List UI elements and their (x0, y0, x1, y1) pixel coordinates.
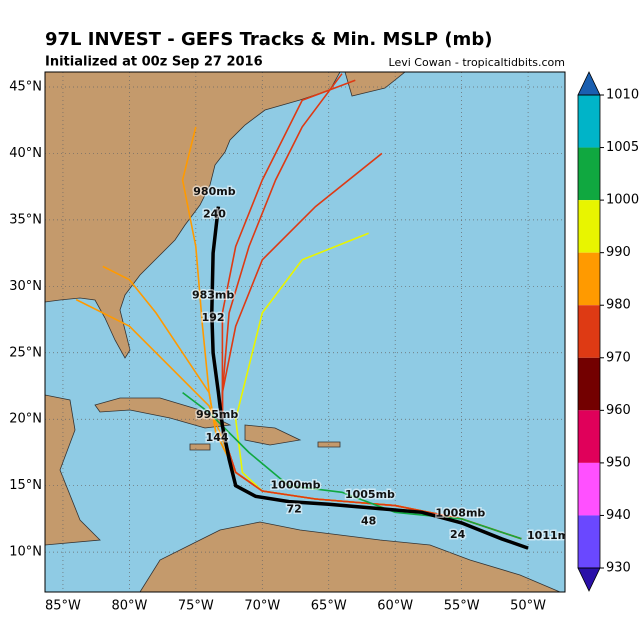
colorbar-segment (578, 147, 600, 201)
colorbar: 1010 1005 1000 990 980 970 960 950 940 930 (577, 71, 639, 592)
lon-tick-label: 75°W (178, 599, 214, 614)
colorbar-segment (578, 200, 600, 253)
colorbar-segment (578, 410, 600, 463)
colorbar-label: 960 (606, 403, 631, 418)
colorbar-label: 1010 (606, 88, 639, 103)
lon-tick-label: 60°W (377, 599, 413, 614)
track-label: 1011mb (527, 529, 577, 542)
lat-tick-label: 45°N (9, 79, 42, 94)
track-label: 1008mb (435, 507, 485, 520)
hispaniola (244, 424, 302, 446)
colorbar-segment (578, 515, 600, 568)
colorbar-label: 930 (606, 561, 631, 576)
colorbar-label: 990 (606, 245, 631, 260)
lat-tick-label: 15°N (9, 478, 42, 493)
colorbar-over (577, 71, 601, 96)
lat-tick-label: 25°N (9, 345, 42, 360)
track-label: 1005mb (345, 488, 395, 501)
lat-tick-label: 40°N (9, 146, 42, 161)
map-frame (44, 71, 566, 593)
lat-tick-label: 30°N (9, 279, 42, 294)
track-label: 980mb (193, 185, 235, 198)
colorbar-label: 970 (606, 350, 631, 365)
track-label: 995mb (196, 408, 238, 421)
tracks: 1011mb 1008mb 24 1005mb 48 1000mb 72 995mb 144 98… (45, 72, 577, 592)
lon-tick-label: 55°W (444, 599, 480, 614)
colorbar-label: 1005 (606, 140, 639, 155)
credit: Levi Cowan - tropicaltidbits.com (389, 56, 565, 69)
south-america (139, 521, 561, 592)
map-area: 1011mb 1008mb 24 1005mb 48 1000mb 72 995mb 144 98… (45, 72, 577, 592)
lat-tick-label: 20°N (9, 412, 42, 427)
track-label: 192 (202, 311, 225, 324)
lon-tick-label: 65°W (311, 599, 347, 614)
lon-tick-label: 50°W (510, 599, 546, 614)
lon-tick-label: 85°W (45, 599, 81, 614)
lon-tick-label: 70°W (244, 599, 280, 614)
track-label: 48 (361, 515, 376, 528)
central-america (45, 394, 101, 546)
colorbar-segment (578, 95, 600, 148)
track-label: 24 (450, 528, 466, 541)
colorbar-frame (577, 94, 601, 569)
colorbar-segment (578, 305, 600, 358)
ensemble-track (182, 391, 522, 540)
colorbar-label: 1000 (606, 193, 639, 208)
track-label: 72 (287, 503, 302, 516)
colorbar-segment (578, 252, 600, 306)
track-label: 983mb (192, 289, 234, 302)
north-america (45, 72, 341, 359)
title: 97L INVEST - GEFS Tracks & Min. MSLP (mb… (45, 29, 492, 50)
lat-tick-label: 10°N (9, 545, 42, 560)
jamaica (189, 443, 211, 451)
mean-track (210, 206, 529, 550)
colorbar-segment (578, 462, 600, 516)
lon-tick-label: 80°W (111, 599, 147, 614)
colorbar-label: 980 (606, 298, 631, 313)
colorbar-label: 940 (606, 508, 631, 523)
colorbar-label: 950 (606, 455, 631, 470)
track-label: 1000mb (271, 479, 321, 492)
subtitle: Initialized at 00z Sep 27 2016 (45, 55, 263, 70)
track-label: 144 (206, 431, 229, 444)
track-label: 240 (203, 208, 226, 221)
nova-scotia (344, 72, 406, 97)
lat-tick-label: 35°N (9, 212, 42, 227)
colorbar-under (577, 567, 601, 592)
colorbar-segment (578, 357, 600, 411)
